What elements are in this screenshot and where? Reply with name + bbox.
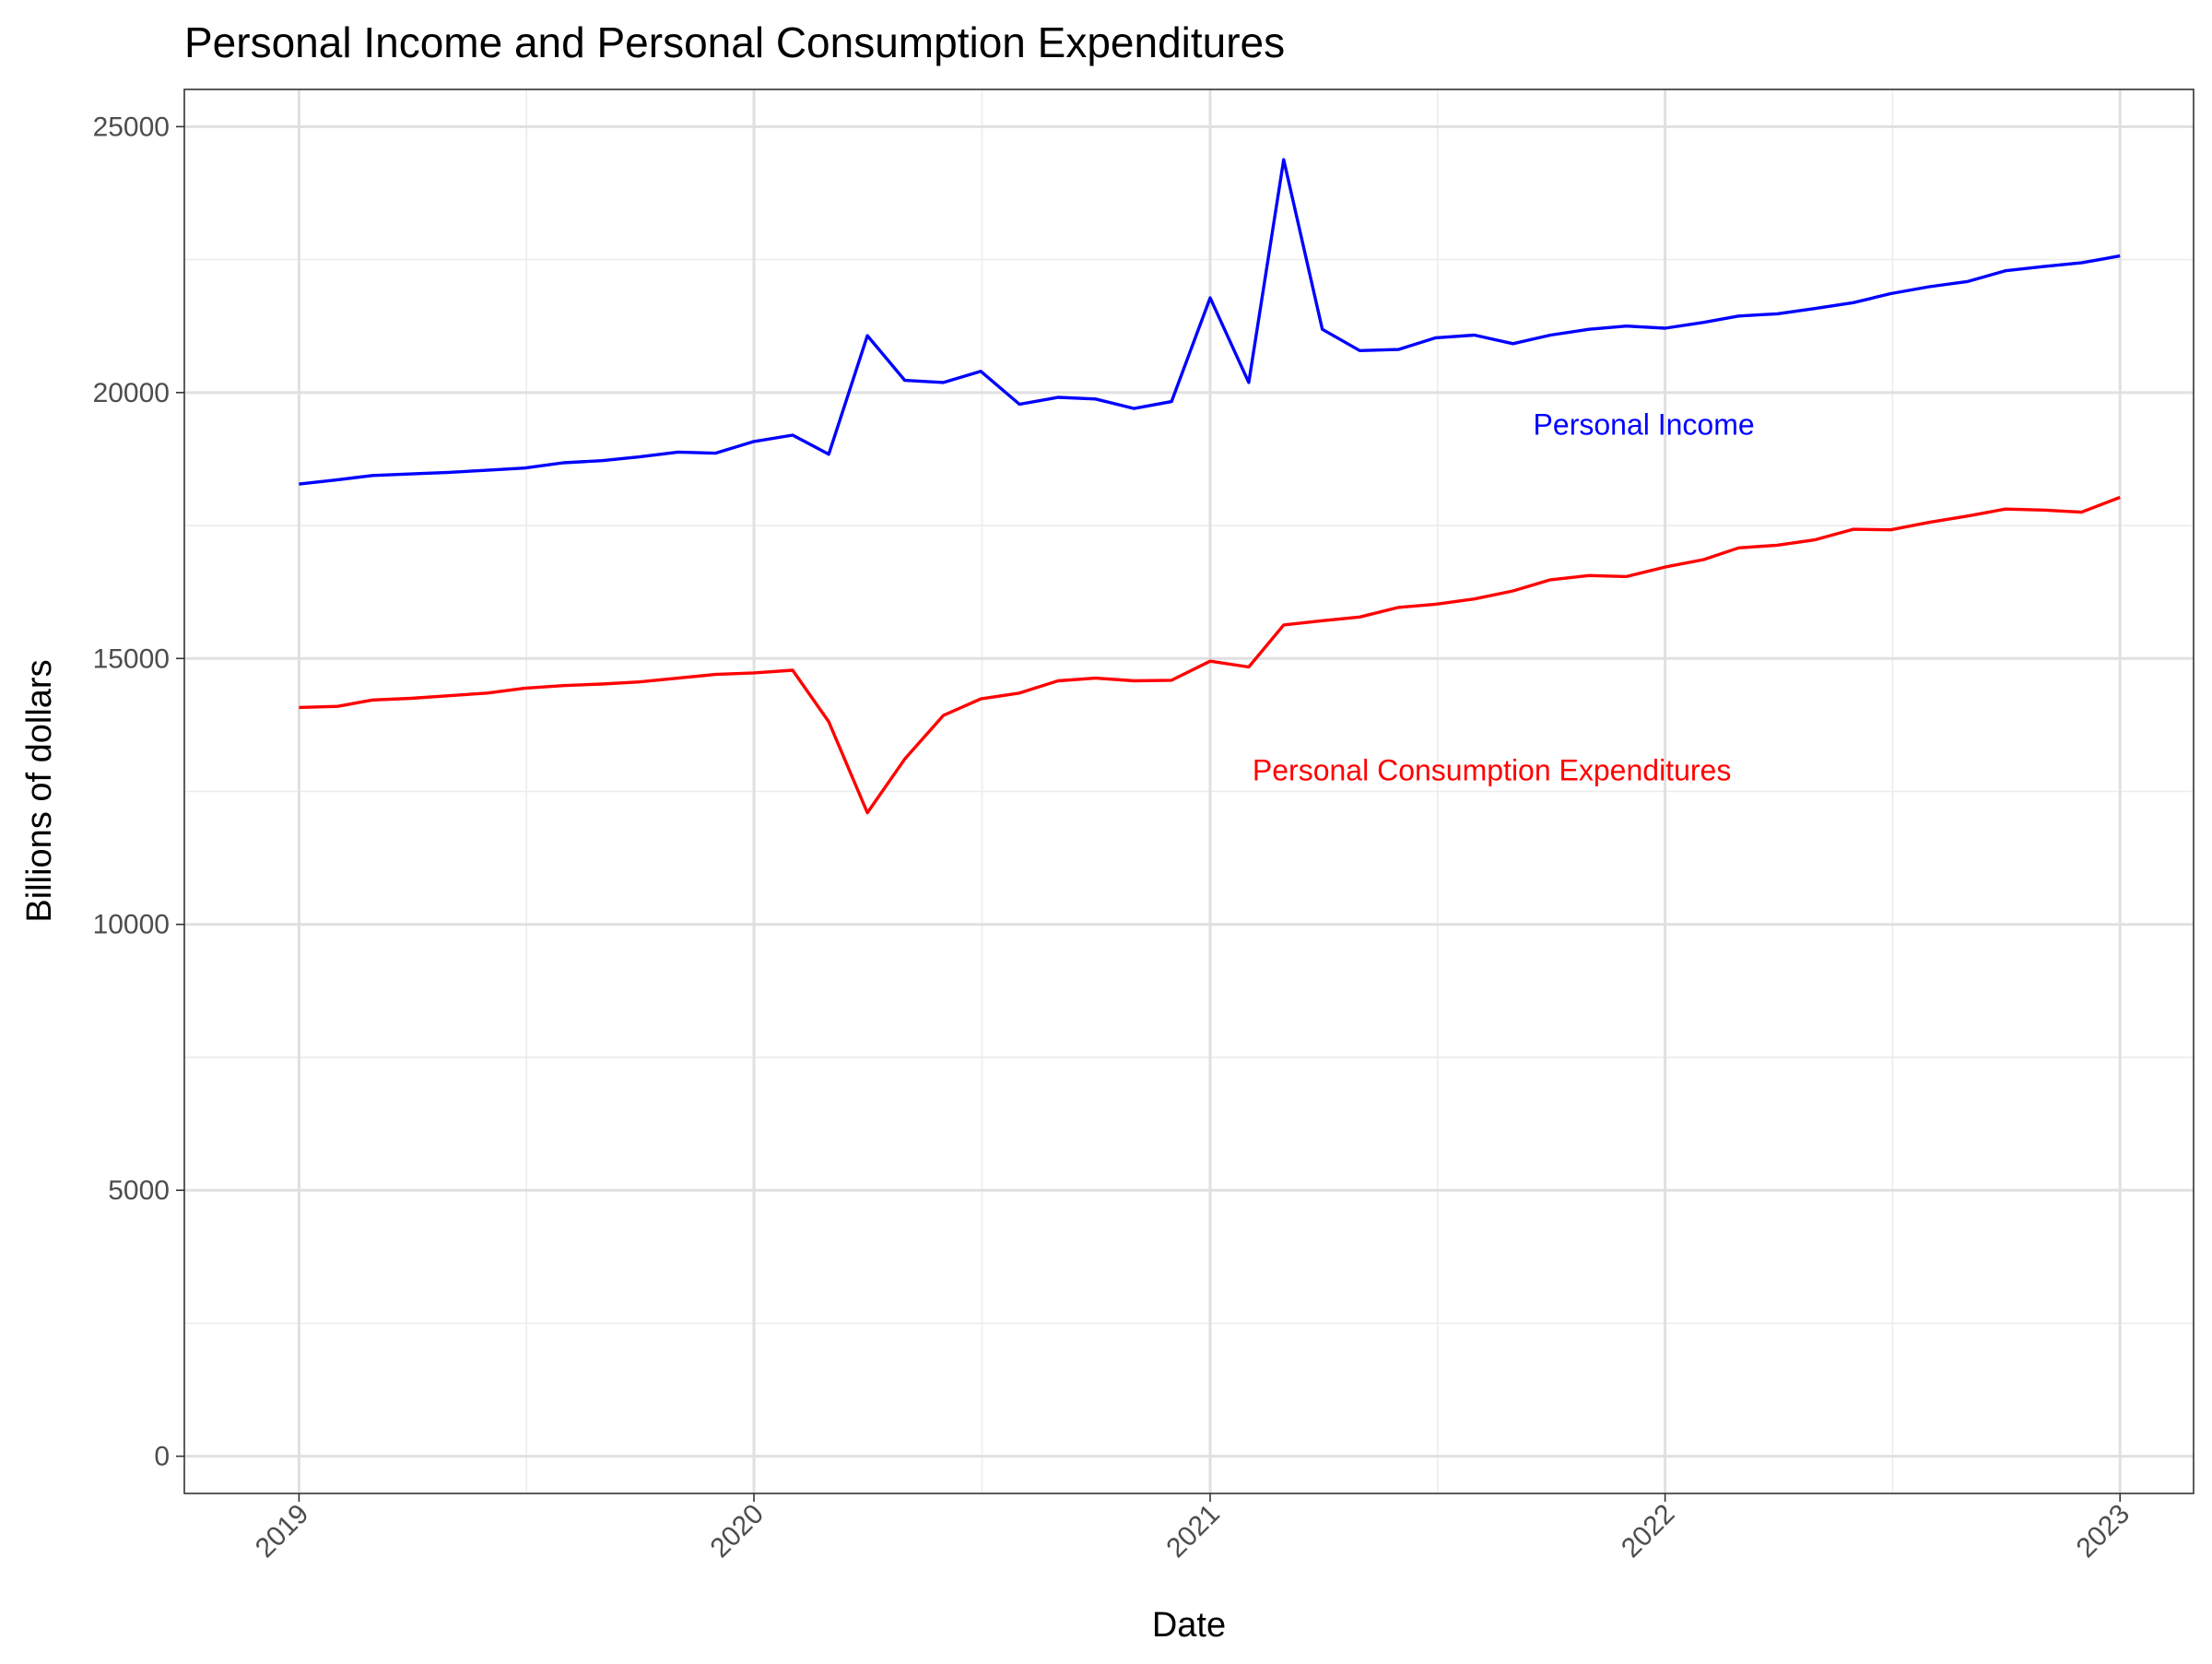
plot-panel-border	[183, 89, 2194, 1494]
gridlines	[184, 89, 2194, 1493]
y-tick-label: 25000	[93, 112, 170, 142]
y-tick-label: 0	[154, 1442, 170, 1472]
chart-title: Personal Income and Personal Consumption…	[184, 18, 1285, 66]
y-tick-label: 15000	[93, 643, 170, 674]
personal-consumption-expenditures-line	[299, 495, 2121, 815]
series-labels: Personal Income Personal Consumption Expe…	[1253, 407, 1755, 786]
y-tick-label: 10000	[93, 910, 170, 940]
y-tick-label: 5000	[108, 1175, 170, 1206]
y-axis-title: Billions of dollars	[20, 659, 59, 922]
series-lines	[299, 158, 2121, 815]
x-axis-title: Date	[1152, 1606, 1226, 1645]
y-tick-label: 20000	[93, 378, 170, 408]
personal-income-label: Personal Income	[1534, 407, 1755, 441]
personal-consumption-expenditures-label: Personal Consumption Expenditures	[1253, 753, 1731, 786]
personal-income-line	[299, 158, 2121, 486]
